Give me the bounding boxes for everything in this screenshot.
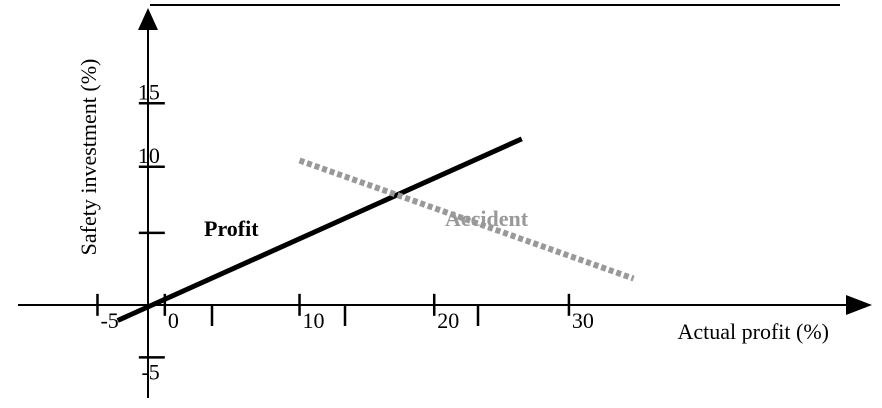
x-axis-label: Actual profit (%)	[678, 319, 830, 344]
series-label-accident: Accident	[445, 206, 529, 231]
ticks-layer: -5 0 10 20 30 -5 10 15	[96, 79, 594, 384]
x-tick-label: 10	[303, 308, 325, 333]
x-axis-arrow-icon	[846, 295, 872, 315]
y-axis-label: Safety investment (%)	[76, 59, 101, 256]
y-axis-arrow-icon	[138, 8, 158, 30]
y-tick-label: 15	[138, 79, 160, 104]
y-tick-label: 10	[138, 143, 160, 168]
series-label-profit: Profit	[204, 216, 259, 241]
series-line-accident	[298, 157, 635, 282]
x-tick-label: 20	[437, 308, 459, 333]
x-tick-label: -5	[100, 308, 118, 333]
x-tick-label: 30	[572, 308, 594, 333]
series-line-profit	[116, 136, 523, 323]
y-tick-label: -5	[141, 359, 159, 384]
series-layer	[116, 136, 635, 323]
x-tick-label: 0	[168, 308, 179, 333]
